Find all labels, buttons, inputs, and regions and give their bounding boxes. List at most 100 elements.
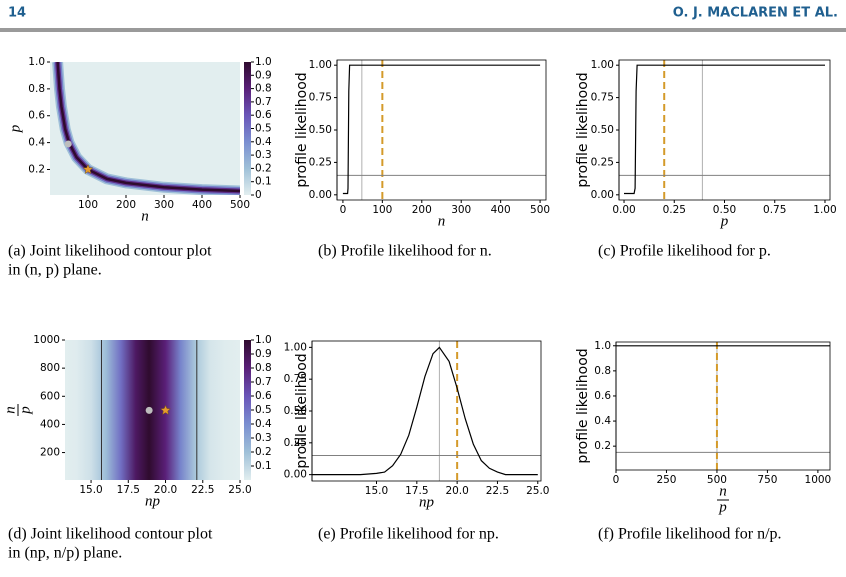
- y-tick-label: 0.2: [594, 440, 611, 452]
- y-label-numerator: n: [2, 406, 18, 414]
- x-tick-label: 22.5: [486, 485, 509, 497]
- colorbar-tick-label: 0.8: [255, 83, 272, 95]
- x-tick-label: 25.0: [526, 485, 549, 497]
- y-tick-label: 0.75: [284, 373, 307, 385]
- true-value-marker: [160, 404, 171, 415]
- colorbar-tick-label: 0.5: [255, 123, 272, 135]
- y-tick-label: 600: [40, 390, 60, 402]
- y-tick-label: 1.00: [309, 59, 332, 71]
- x-tick-label: 1000: [805, 474, 832, 486]
- mle-marker: [145, 406, 153, 414]
- caption: (c) Profile likelihood for p.: [598, 243, 771, 260]
- y-tick-label: 1.00: [284, 341, 307, 353]
- x-tick-label: 200: [412, 204, 432, 216]
- x-tick-label: 22.5: [191, 484, 214, 496]
- y-tick-label: 1.0: [594, 340, 611, 352]
- x-tick-label: 0.75: [763, 204, 786, 216]
- y-tick-label: 0.00: [309, 189, 332, 201]
- y-tick-label: 0.75: [309, 92, 332, 104]
- y-tick-label: 0.8: [594, 365, 611, 377]
- colorbar-tick-label: 0.8: [255, 362, 272, 374]
- x-tick-label: 0.00: [612, 204, 635, 216]
- colorbar-tick-label: 0: [255, 189, 262, 201]
- x-label: np: [419, 494, 435, 510]
- x-tick-label: 25.0: [228, 484, 251, 496]
- colorbar-tick-label: 1.0: [255, 56, 272, 68]
- axes-frame: [618, 59, 831, 201]
- colorbar-tick-label: 0.2: [255, 162, 272, 174]
- colorbar-tick-label: 0.3: [255, 432, 272, 444]
- y-tick-label: 0.00: [591, 189, 614, 201]
- plot-area: [50, 62, 240, 195]
- header-rule: [0, 28, 846, 32]
- x-tick-label: 300: [451, 204, 471, 216]
- heatmap-background: [50, 62, 240, 195]
- x-tick-label: 500: [230, 199, 250, 211]
- y-tick-label: 400: [40, 418, 60, 430]
- x-tick-label: 0.50: [713, 204, 736, 216]
- plot-area: [65, 340, 240, 480]
- x-tick-label: 20.0: [154, 484, 177, 496]
- likelihood-ridge: [56, 62, 240, 193]
- axes-frame: [336, 59, 547, 201]
- y-tick-label: 0.50: [284, 405, 307, 417]
- plot-area: [337, 60, 546, 200]
- colorbar-tick-label: 1.0: [255, 334, 272, 346]
- x-tick-label: 400: [491, 204, 511, 216]
- x-tick-label: 100: [372, 204, 392, 216]
- y-tick-label: 800: [40, 362, 60, 374]
- plot-area: [616, 342, 830, 470]
- y-tick-label: 1.0: [28, 56, 45, 68]
- colorbar-tick-label: 0.9: [255, 69, 272, 81]
- running-head: O. J. MACLAREN ET AL.: [673, 6, 838, 21]
- colorbar-tick-label: 0.7: [255, 96, 272, 108]
- y-tick-label: 0.2: [28, 163, 45, 175]
- x-tick-label: 100: [78, 199, 98, 211]
- caption: (d) Joint likelihood contour plot: [8, 526, 213, 543]
- colorbar-tick-label: 0.6: [255, 390, 272, 402]
- y-label: profile likelihood: [294, 72, 310, 187]
- x-tick-label: 15.0: [79, 484, 102, 496]
- x-label: np: [145, 493, 161, 509]
- x-label-denominator: p: [718, 499, 727, 515]
- x-tick-label: 500: [530, 204, 550, 216]
- colorbar-tick-label: 0.7: [255, 376, 272, 388]
- x-tick-label: 17.5: [117, 484, 140, 496]
- y-label: profile likelihood: [575, 348, 591, 463]
- x-tick-label: 0: [613, 474, 620, 486]
- caption: (a) Joint likelihood contour plot: [8, 243, 212, 260]
- y-tick-label: 0.4: [28, 137, 45, 149]
- axes-frame: [615, 341, 831, 471]
- x-label: n: [141, 208, 149, 224]
- y-tick-label: 0.25: [284, 437, 307, 449]
- caption: (b) Profile likelihood for n.: [318, 243, 492, 260]
- caption: in (n, p) plane.: [8, 262, 102, 279]
- y-label: p: [7, 124, 23, 133]
- x-tick-label: 400: [192, 199, 212, 211]
- colorbar-tick-label: 0.6: [255, 109, 272, 121]
- colorbar-tick-label: 0.3: [255, 149, 272, 161]
- y-tick-label: 0.00: [284, 469, 307, 481]
- mle-marker: [64, 140, 72, 148]
- colorbar-tick-label: 0.4: [255, 136, 272, 148]
- colorbar: [244, 62, 251, 195]
- x-tick-label: 750: [757, 474, 777, 486]
- axes-frame: [311, 340, 542, 482]
- y-tick-label: 0.6: [594, 390, 611, 402]
- likelihood-line: [312, 346, 538, 476]
- y-tick-label: 1.00: [591, 59, 614, 71]
- true-value-marker: [82, 163, 94, 175]
- colorbar-tick-label: 0.1: [255, 460, 272, 472]
- x-tick-label: 500: [707, 474, 727, 486]
- colorbar-tick-label: 0.2: [255, 446, 272, 458]
- y-tick-label: 0.25: [309, 156, 332, 168]
- likelihood-line: [342, 64, 541, 195]
- likelihood-line: [624, 64, 825, 195]
- y-label-denominator: p: [17, 406, 33, 415]
- y-tick-label: 0.75: [591, 92, 614, 104]
- x-tick-label: 0: [340, 204, 347, 216]
- y-label: profile likelihood: [294, 353, 310, 468]
- colorbar: [244, 340, 251, 480]
